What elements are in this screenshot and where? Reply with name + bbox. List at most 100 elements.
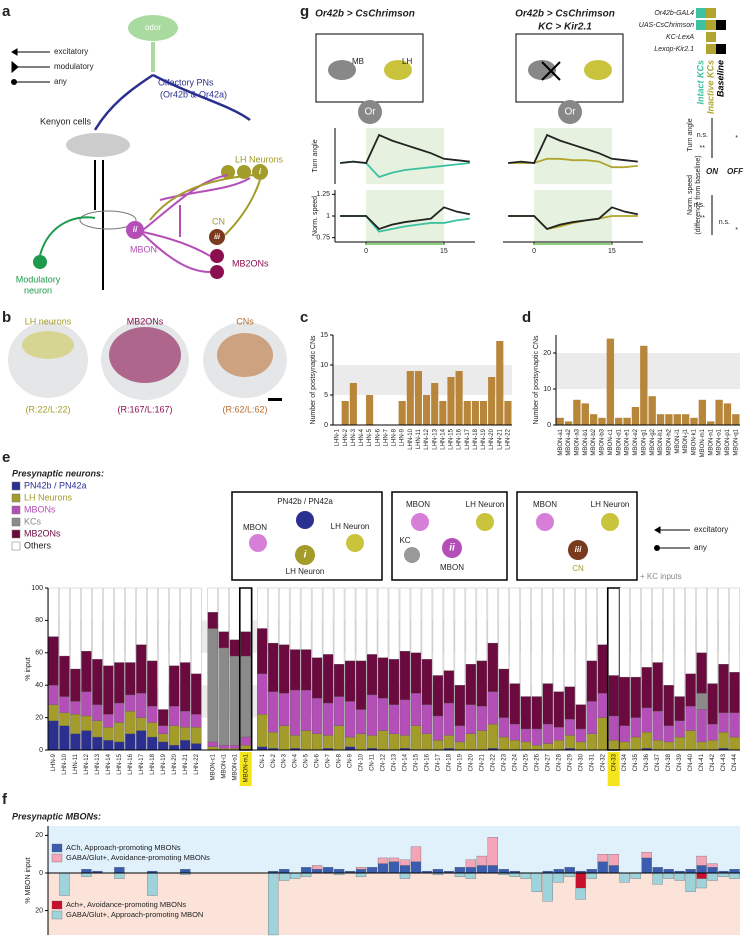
bar-segment bbox=[509, 683, 520, 725]
bar-segment bbox=[553, 727, 564, 741]
zone bbox=[48, 872, 740, 935]
bar-segment bbox=[300, 649, 312, 691]
label: Or bbox=[564, 107, 576, 118]
bar-segment bbox=[92, 659, 103, 705]
mb2on-node bbox=[210, 265, 224, 279]
bar-segment bbox=[465, 872, 477, 879]
legend-text: Ach+, Avoidance-promoting MBONs bbox=[66, 900, 186, 909]
x-tick-label: LHN-5 bbox=[367, 428, 373, 446]
x-tick-label: LHN-9 bbox=[400, 428, 406, 446]
node bbox=[404, 547, 420, 563]
label: LH neurons bbox=[25, 316, 72, 326]
bar bbox=[349, 383, 357, 425]
bar-segment bbox=[586, 660, 597, 702]
bar bbox=[623, 417, 631, 425]
node bbox=[442, 538, 462, 558]
x-tick-label: CN-8 bbox=[337, 753, 343, 768]
y-tick-label: 1.25 bbox=[316, 191, 330, 198]
stimulus bbox=[534, 190, 612, 242]
bar-segment bbox=[619, 741, 630, 751]
y-tick-label: 100 bbox=[31, 585, 43, 592]
bar-segment bbox=[520, 696, 531, 730]
x-tick-label: CN-4 bbox=[293, 753, 299, 768]
bar bbox=[414, 371, 422, 425]
bar-segment bbox=[520, 872, 531, 879]
bar-segment bbox=[454, 867, 466, 874]
bar-segment bbox=[685, 673, 696, 707]
bar-segment bbox=[718, 872, 729, 877]
bar-segment bbox=[59, 712, 70, 726]
label: CN bbox=[212, 216, 225, 226]
x-tick-label: CN-33 bbox=[611, 753, 617, 771]
bar-segment bbox=[399, 735, 411, 749]
bar-segment bbox=[421, 704, 433, 734]
bar-segment bbox=[300, 689, 312, 731]
bar-segment bbox=[630, 717, 641, 738]
note: + KC inputs bbox=[640, 572, 682, 581]
legend-text: KCs bbox=[24, 516, 42, 526]
bar-segment bbox=[608, 715, 619, 741]
y-tick-label: 0.75 bbox=[316, 235, 330, 242]
label: KC bbox=[399, 536, 410, 545]
bar bbox=[723, 403, 732, 425]
bar bbox=[341, 401, 349, 425]
x-tick-label: CN-31 bbox=[589, 753, 595, 771]
bar-segment bbox=[542, 872, 553, 902]
bar-segment bbox=[564, 735, 575, 749]
bar-segment bbox=[608, 865, 619, 874]
bar-segment bbox=[465, 859, 477, 868]
bar-segment bbox=[70, 668, 81, 702]
highlight bbox=[607, 752, 620, 786]
x-tick-label: LHN-19 bbox=[481, 428, 487, 449]
label: MBON bbox=[533, 500, 557, 509]
bar-segment bbox=[498, 717, 509, 738]
bar-segment bbox=[191, 743, 202, 751]
bar-segment bbox=[553, 691, 564, 728]
cell bbox=[716, 44, 726, 54]
bar-segment bbox=[432, 869, 444, 874]
bar-segment bbox=[663, 869, 674, 874]
x-tick-label: MBON-d1 bbox=[616, 428, 622, 455]
bar-segment bbox=[564, 872, 575, 877]
column-label: Inactive KCs bbox=[705, 60, 715, 114]
legend-text: GABA/Glut+, Avoidance-promoting MBONs bbox=[66, 853, 210, 862]
legend-swatch bbox=[11, 517, 21, 527]
bar-segment bbox=[81, 691, 92, 717]
panel-label: f bbox=[2, 791, 8, 808]
cell bbox=[706, 8, 716, 18]
x-tick-label: CN-39 bbox=[677, 753, 683, 771]
bar-segment bbox=[696, 741, 707, 751]
bar-segment bbox=[707, 867, 718, 874]
bar-segment bbox=[696, 709, 707, 743]
legend-text: ACh, Approach-promoting MBONs bbox=[66, 843, 181, 852]
cell bbox=[716, 20, 726, 30]
bar-segment bbox=[498, 736, 509, 751]
bar-segment bbox=[207, 612, 218, 629]
legend-text: Others bbox=[24, 540, 52, 550]
bar-segment bbox=[707, 872, 718, 881]
x-tick-label: CN-2 bbox=[271, 753, 277, 768]
legend-swatch bbox=[11, 529, 21, 539]
bar-segment bbox=[410, 725, 422, 751]
bar-segment bbox=[553, 869, 564, 874]
bar-segment bbox=[333, 869, 345, 874]
bar-segment bbox=[240, 655, 251, 738]
bar-segment bbox=[92, 720, 103, 738]
bar-segment bbox=[641, 707, 652, 733]
odor-cloud bbox=[128, 15, 178, 41]
bar bbox=[479, 401, 488, 425]
x-tick-label: CN-19 bbox=[457, 753, 463, 771]
x-tick-label: MBON-m1 bbox=[243, 753, 249, 782]
label: Olfactory PNs bbox=[158, 77, 214, 87]
panel-g-schematic: Or42b > CsChrimson Or42b > CsChrimson KC… bbox=[315, 8, 726, 124]
bar-segment bbox=[575, 704, 586, 730]
bar-segment bbox=[718, 663, 729, 713]
bar-segment bbox=[487, 691, 498, 725]
legend-swatch bbox=[11, 541, 21, 551]
arrow-icon bbox=[11, 79, 17, 85]
x-tick-label: MBON-a3 bbox=[574, 428, 580, 455]
bar-segment bbox=[311, 657, 323, 699]
x-tick-label: CN-10 bbox=[359, 753, 365, 771]
x-tick-label: LHN-4 bbox=[359, 428, 365, 446]
